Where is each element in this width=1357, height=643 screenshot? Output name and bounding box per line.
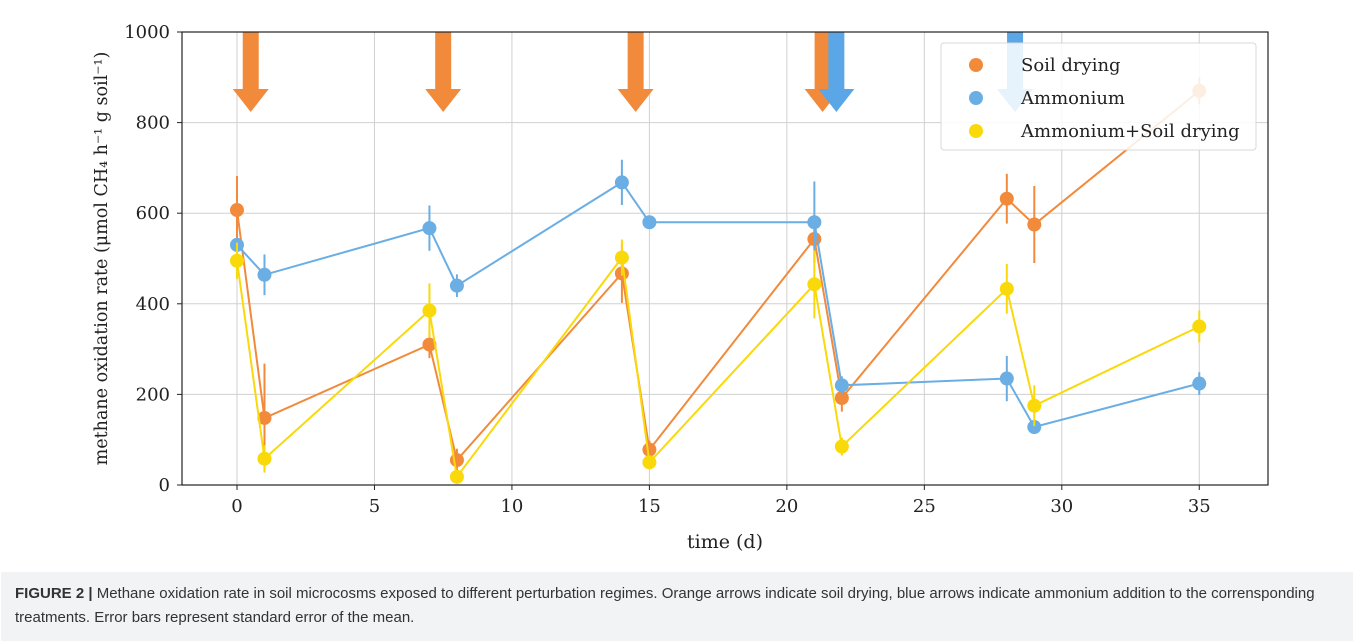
y-tick-label: 1000 — [124, 22, 170, 43]
orange-arrow — [425, 32, 462, 112]
series-line — [236, 181, 1200, 429]
plot-frame — [181, 31, 1269, 486]
axis-ticks: 0 5 10 15 20 25 30 35 0 200 400 600 800 1000 — [124, 22, 1211, 517]
x-tick-label: 5 — [369, 496, 380, 517]
data-point — [449, 278, 464, 293]
x-tick-label: 30 — [1050, 496, 1073, 517]
data-point — [422, 337, 437, 352]
data-point — [614, 175, 629, 190]
data-series — [229, 77, 1207, 484]
legend-marker — [969, 124, 983, 138]
orange-arrow — [617, 32, 654, 112]
legend-marker — [969, 91, 983, 105]
y-tick-label: 200 — [136, 384, 170, 405]
data-point — [257, 410, 272, 425]
data-point — [834, 378, 849, 393]
data-point — [1027, 420, 1042, 435]
data-point — [449, 453, 464, 468]
data-point — [834, 391, 849, 406]
x-tick-label: 15 — [638, 496, 661, 517]
data-point — [257, 267, 272, 282]
y-tick-label: 600 — [136, 203, 170, 224]
data-point — [999, 281, 1014, 296]
data-point — [999, 371, 1014, 386]
y-tick-label: 800 — [136, 113, 170, 134]
data-point — [834, 439, 849, 454]
data-point — [229, 203, 244, 218]
y-tick-label: 400 — [136, 294, 170, 315]
figure-caption: FIGURE 2 | Methane oxidation rate in soi… — [1, 572, 1353, 641]
y-tick-label: 0 — [159, 475, 170, 496]
data-point — [449, 469, 464, 484]
series-line — [236, 255, 1200, 480]
data-point — [807, 215, 822, 230]
blue-arrow — [818, 32, 855, 112]
caption-label: FIGURE 2 | — [15, 585, 93, 602]
x-tick-label: 25 — [913, 496, 936, 517]
legend-label: Ammonium — [1020, 88, 1125, 109]
x-tick-label: 20 — [775, 496, 798, 517]
data-point — [642, 442, 657, 457]
y-axis-label: methane oxidation rate (μmol CH₄ h⁻¹ g s… — [92, 52, 112, 466]
data-point — [1027, 217, 1042, 232]
x-tick-label: 35 — [1188, 496, 1211, 517]
data-point — [257, 451, 272, 466]
orange-arrow — [232, 32, 269, 112]
perturbation-arrows — [232, 32, 1034, 112]
x-tick-label: 0 — [231, 496, 242, 517]
chart: 0 5 10 15 20 25 30 35 0 200 400 600 800 1000 time (d)… — [92, 22, 1269, 553]
data-point — [642, 215, 657, 230]
data-point — [1027, 398, 1042, 413]
legend-label: Soil drying — [1021, 55, 1121, 76]
data-point — [999, 191, 1014, 206]
data-point — [422, 221, 437, 236]
series-1 — [229, 159, 1207, 435]
data-point — [1192, 319, 1207, 334]
legend-marker — [969, 58, 983, 72]
legend-box — [940, 42, 1257, 151]
legend: Soil drying Ammonium Ammonium+Soil drying — [940, 42, 1257, 151]
legend-label: Ammonium+Soil drying — [1020, 121, 1240, 142]
caption-text: Methane oxidation rate in soil microcosm… — [15, 585, 1315, 626]
data-point — [807, 277, 822, 292]
series-2 — [229, 239, 1207, 484]
x-tick-label: 10 — [500, 496, 523, 517]
data-point — [614, 250, 629, 265]
data-point — [642, 455, 657, 470]
data-point — [1192, 376, 1207, 391]
x-axis-label: time (d) — [687, 531, 763, 553]
data-point — [229, 253, 244, 268]
data-point — [422, 303, 437, 318]
